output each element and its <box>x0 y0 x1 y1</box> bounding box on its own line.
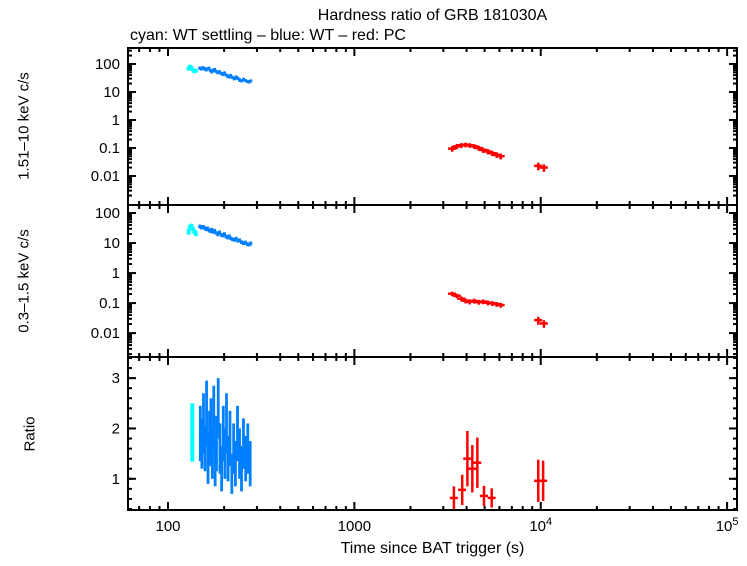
y-tick-label: 3 <box>112 370 120 387</box>
y-tick-label: 2 <box>112 420 120 437</box>
plot-title: Hardness ratio of GRB 181030A <box>317 7 548 24</box>
y-tick-label: 10 <box>103 84 120 101</box>
series-wt <box>198 224 253 247</box>
x-axis-label: Time since BAT trigger (s) <box>340 540 525 557</box>
panel-ratio: 1 2 3 <box>112 356 738 511</box>
y-tick-label: 0.1 <box>99 295 120 312</box>
series-pc <box>448 291 548 328</box>
x-tick-label: 1000 <box>338 518 371 535</box>
y-tick-label: 10 <box>103 235 120 252</box>
y-tick-label: 0.01 <box>91 325 120 342</box>
series-wt <box>198 378 252 494</box>
x-tick-label: 105 <box>716 516 739 535</box>
series-pc <box>449 430 548 510</box>
x-tick-label: 104 <box>529 516 552 535</box>
series-wt-settling <box>186 64 198 74</box>
y-tick-label: 100 <box>95 205 120 222</box>
y-tick-label: 1 <box>112 471 120 488</box>
series-wt-settling <box>186 223 198 237</box>
panel-frame <box>127 204 738 358</box>
y-tick-label: 100 <box>95 56 120 73</box>
series-pc <box>448 142 548 172</box>
panel-frame <box>127 356 738 511</box>
y-tick-label: 0.1 <box>99 140 120 157</box>
series-wt <box>198 66 253 84</box>
panel-hard-band: 100 10 1 0.1 0.01 <box>91 47 738 206</box>
series-wt-settling <box>190 403 195 462</box>
y-tick-label: 1 <box>112 112 120 129</box>
x-tick-label: 100 <box>155 518 180 535</box>
y-tick-label: 1 <box>112 265 120 282</box>
plot-legend-subtitle: cyan: WT settling – blue: WT – red: PC <box>130 27 406 44</box>
panel-soft-band: 100 10 1 0.1 0.01 <box>91 204 738 358</box>
y-tick-label: 0.01 <box>91 168 120 185</box>
